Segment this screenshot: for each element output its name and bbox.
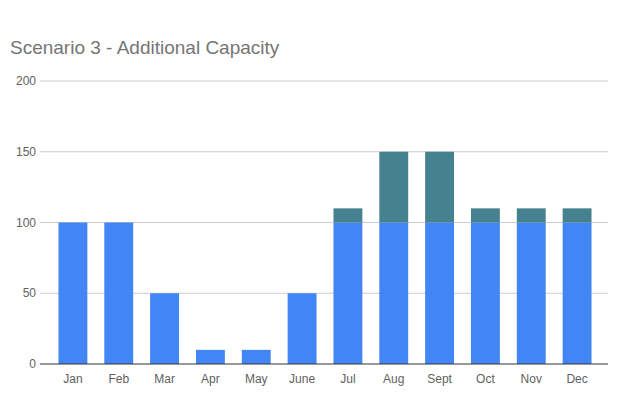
bars xyxy=(58,152,591,364)
y-tick-label: 150 xyxy=(16,145,36,159)
bar xyxy=(425,223,454,365)
bar xyxy=(333,208,362,222)
chart-title: Scenario 3 - Additional Capacity xyxy=(10,37,280,58)
x-axis-line xyxy=(40,364,608,365)
x-axis: Jan Feb Mar Apr May June Jul Aug Sept Oct Nov Dec xyxy=(63,372,588,386)
chart-svg: Scenario 3 - Additional Capacity 0 50 100 15… xyxy=(0,0,623,401)
bar xyxy=(471,208,500,222)
x-tick-label: June xyxy=(289,372,315,386)
bar xyxy=(150,293,179,294)
bar xyxy=(517,208,546,222)
y-tick-label: 200 xyxy=(16,74,36,88)
bar xyxy=(104,223,133,365)
bar xyxy=(379,223,408,365)
bar xyxy=(517,223,546,365)
x-tick-label: Sept xyxy=(427,372,452,386)
chart-container: Scenario 3 - Additional Capacity 0 50 100 15… xyxy=(0,0,623,401)
y-tick-label: 0 xyxy=(29,357,36,371)
bar xyxy=(563,208,592,222)
grid-line xyxy=(40,81,608,82)
bar xyxy=(288,293,317,294)
grid-line xyxy=(40,151,608,152)
x-tick-label: Jul xyxy=(340,372,355,386)
x-tick-label: Mar xyxy=(154,372,175,386)
x-tick-label: Oct xyxy=(476,372,495,386)
bar xyxy=(333,223,362,365)
x-tick-label: Nov xyxy=(521,372,542,386)
bar xyxy=(563,223,592,365)
bar xyxy=(242,350,271,364)
bar xyxy=(242,349,271,350)
x-tick-label: Apr xyxy=(201,372,220,386)
bar xyxy=(196,350,225,364)
x-tick-label: Feb xyxy=(108,372,129,386)
y-tick-label: 50 xyxy=(23,286,37,300)
bar xyxy=(150,293,179,364)
bar xyxy=(104,222,133,223)
bar xyxy=(379,152,408,223)
x-tick-label: May xyxy=(245,372,268,386)
y-axis: 0 50 100 150 200 xyxy=(16,74,608,371)
bar xyxy=(58,223,87,365)
bar xyxy=(196,349,225,350)
bar xyxy=(425,152,454,223)
bar xyxy=(288,293,317,364)
x-tick-label: Dec xyxy=(566,372,587,386)
y-tick-label: 100 xyxy=(16,216,36,230)
x-tick-label: Aug xyxy=(383,372,404,386)
x-tick-label: Jan xyxy=(63,372,82,386)
bar xyxy=(471,223,500,365)
bar xyxy=(58,222,87,223)
